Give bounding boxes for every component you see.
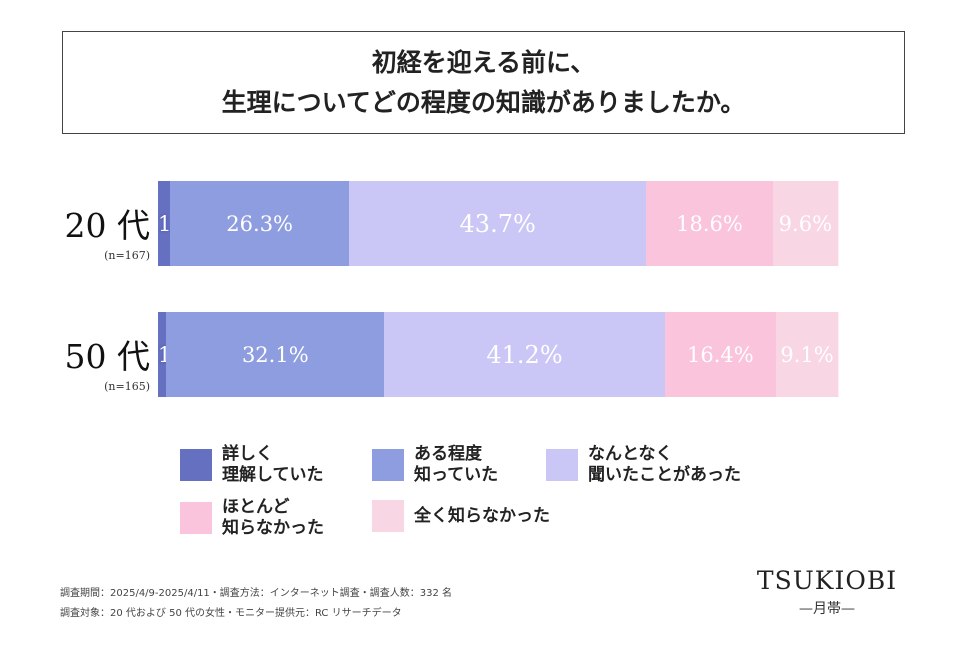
data-label: 9.6% [778, 211, 833, 236]
bar-segment [664, 312, 778, 397]
data-label: 26.3% [226, 211, 294, 236]
data-label: 43.7% [459, 209, 536, 238]
legend-item-2: なんとなく 聞いたことがあった [546, 444, 741, 486]
sample-size: (n=165) [104, 380, 150, 393]
legend-swatch [180, 502, 212, 534]
legend-item-1: ある程度 知っていた [372, 444, 498, 486]
legend-item-0: 詳しく 理解していた [180, 444, 324, 486]
legend-swatch [180, 449, 212, 481]
logo: TSUKIOBI [756, 566, 898, 595]
bar-segment [384, 312, 666, 397]
sample-size: (n=167) [104, 249, 150, 262]
legend-item-3: ほとんど 知らなかった [180, 497, 324, 539]
legend-swatch [372, 500, 404, 532]
data-label: 41.2% [486, 340, 563, 369]
bar-segment [646, 181, 774, 266]
logo-subtitle: —月帯— [799, 601, 855, 617]
category-label: 50 代 [64, 337, 150, 376]
bar-segment [776, 312, 839, 397]
bar-segment [170, 181, 351, 266]
legend-item-4: 全く知らなかった [372, 500, 550, 532]
category-label: 20 代 [64, 206, 150, 245]
chart-title: 初経を迎える前に、 生理についてどの程度の知識がありましたか。 [62, 31, 905, 134]
data-label: 18.6% [676, 211, 743, 236]
data-label: 32.1% [241, 342, 309, 367]
bar-row: 1.2%32.1%41.2%16.4%9.1% [158, 312, 839, 397]
data-label: 16.4% [687, 342, 754, 367]
legend-swatch [546, 449, 578, 481]
bar-segment [772, 181, 839, 266]
survey-target: 調査対象：20 代および 50 代の女性・モニター提供元：RC リサーチデータ [60, 608, 402, 619]
bar-segment [349, 181, 648, 266]
legend-swatch [372, 449, 404, 481]
survey-period: 調査期間：2025/4/9-2025/4/11・調査方法：インターネット調査・調… [60, 588, 453, 599]
bar-row: 1.8%26.3%43.7%18.6%9.6% [158, 181, 839, 266]
bar-segment [166, 312, 386, 397]
data-label: 9.1% [780, 342, 834, 367]
